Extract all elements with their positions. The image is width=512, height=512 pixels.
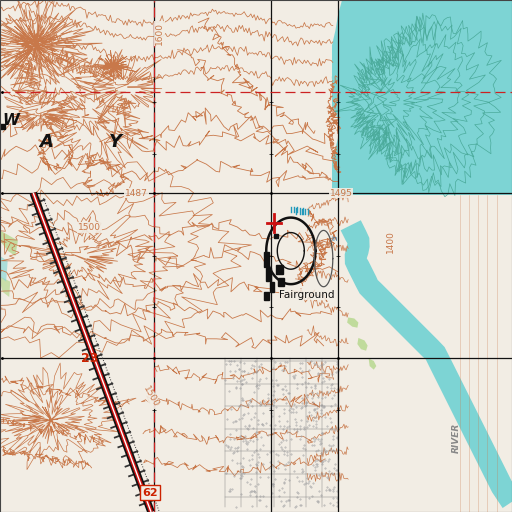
Polygon shape <box>347 317 358 328</box>
Text: 1487: 1487 <box>125 188 148 198</box>
Text: 1495: 1495 <box>330 188 352 198</box>
Text: A: A <box>39 133 53 152</box>
Polygon shape <box>0 256 8 282</box>
Text: 62: 62 <box>142 487 158 498</box>
Polygon shape <box>0 230 18 256</box>
Polygon shape <box>332 0 512 195</box>
Text: Fairground: Fairground <box>279 290 334 300</box>
Bar <box>264 292 269 300</box>
Bar <box>0 124 5 129</box>
Polygon shape <box>340 0 512 195</box>
Polygon shape <box>0 276 10 297</box>
Text: 1400: 1400 <box>386 230 395 253</box>
Text: 1600: 1600 <box>155 22 164 45</box>
Text: RIVER: RIVER <box>452 422 461 453</box>
Text: W: W <box>3 113 19 128</box>
Bar <box>274 234 278 238</box>
Text: 1500: 1500 <box>78 223 101 232</box>
Bar <box>264 252 269 267</box>
Text: 23: 23 <box>81 352 98 365</box>
Text: 1500: 1500 <box>141 385 161 409</box>
Text: in: in <box>332 236 338 242</box>
Polygon shape <box>0 0 342 195</box>
Bar <box>266 268 271 281</box>
Text: Y: Y <box>109 133 122 152</box>
Polygon shape <box>332 0 512 195</box>
Bar <box>270 282 274 292</box>
Bar <box>276 265 283 274</box>
Polygon shape <box>369 358 376 370</box>
Polygon shape <box>357 338 368 351</box>
Bar <box>278 278 284 286</box>
Polygon shape <box>340 220 512 508</box>
